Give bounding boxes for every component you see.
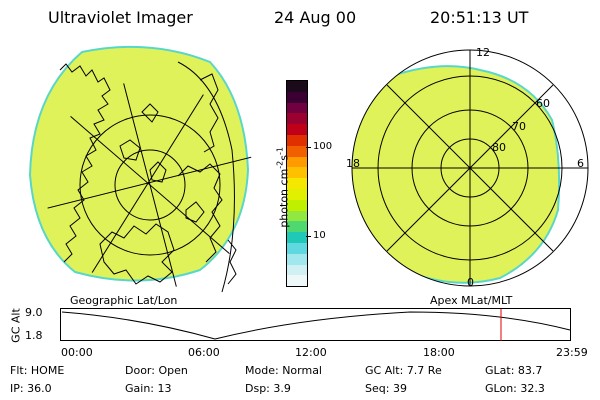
status-glat-value: 83.7 [517, 364, 543, 377]
status-gc-alt-value: 7.7 Re [406, 364, 442, 377]
time-tick-1800: 18:00 [423, 346, 455, 359]
status-glon-label: GLon: [485, 382, 517, 395]
status-dsp: Dsp: 3.9 [245, 382, 291, 395]
status-glat-label: GLat: [485, 364, 515, 377]
altitude-plot [60, 308, 571, 341]
status-seq: Seq: 39 [365, 382, 407, 395]
mlt-label-6: 6 [577, 157, 584, 170]
mlt-label-12: 12 [476, 46, 490, 59]
colorbar-tick-100 [306, 147, 311, 148]
colorbar-segment [287, 210, 307, 222]
mlat-label-70: 70 [512, 120, 526, 133]
status-gain-label: Gain: [125, 382, 154, 395]
altitude-curve [61, 311, 571, 340]
status-ip-label: IP: [10, 382, 24, 395]
status-mode-value: Normal [282, 364, 322, 377]
colorbar-segment [287, 134, 307, 146]
status-ip: IP: 36.0 [10, 382, 52, 395]
coastline-outlines [59, 63, 237, 285]
altitude-axis-label: GC Alt [9, 308, 23, 343]
altitude-tick-low: 1.8 [25, 329, 43, 342]
mlt-label-0: 0 [467, 276, 474, 289]
status-seq-label: Seq: [365, 382, 390, 395]
geographic-map [28, 45, 255, 293]
colorbar-segment [287, 91, 307, 103]
status-gain-value: 13 [157, 382, 172, 395]
status-dsp-label: Dsp: [245, 382, 270, 395]
status-gain: Gain: 13 [125, 382, 172, 395]
instrument-title: Ultraviolet Imager [48, 8, 193, 27]
time-tick-0600: 06:00 [188, 346, 220, 359]
geographic-grid [45, 80, 255, 290]
colorbar-units-mid: s [277, 154, 291, 161]
time-tick-1200: 12:00 [295, 346, 327, 359]
altitude-tick-high: 9.0 [25, 306, 43, 319]
colorbar-tick-10 [306, 236, 311, 237]
colorbar-segment [287, 167, 307, 179]
status-seq-value: 39 [392, 382, 407, 395]
colorbar-segment [287, 275, 307, 287]
status-ip-value: 36.0 [27, 382, 52, 395]
apex-grid [351, 49, 589, 287]
colorbar-units-base: photon cm [277, 168, 291, 228]
colorbar-segment [287, 145, 307, 157]
colorbar-label-10: 10 [313, 230, 326, 241]
status-glon-value: 32.3 [520, 382, 545, 395]
colorbar-segment [287, 253, 307, 265]
colorbar-segment [287, 199, 307, 211]
colorbar-segment [287, 221, 307, 233]
status-door-label: Door: [125, 364, 155, 377]
colorbar-segment [287, 232, 307, 243]
colorbar-units-exp2: -1 [275, 147, 285, 155]
status-flight-label: Flt: [10, 364, 28, 377]
status-dsp-value: 3.9 [273, 382, 291, 395]
colorbar-label-100: 100 [313, 141, 333, 152]
apex-caption: Apex MLat/MLT [430, 294, 513, 307]
status-gc-alt: GC Alt: 7.7 Re [365, 364, 442, 377]
colorbar-segment [287, 81, 307, 92]
date-label: 24 Aug 00 [274, 8, 357, 27]
mlat-label-60: 60 [536, 97, 550, 110]
status-door-value: Open [158, 364, 188, 377]
colorbar-segment [287, 264, 307, 276]
colorbar-segment [287, 156, 307, 168]
map-border [177, 61, 235, 293]
colorbar-units-exp1: -2 [275, 160, 285, 169]
altitude-plot-frame [60, 308, 571, 341]
colorbar-segment [287, 188, 307, 200]
mlat-label-80: 80 [492, 141, 506, 154]
apex-polar-plot [351, 49, 589, 287]
status-glon: GLon: 32.3 [485, 382, 545, 395]
time-label: 20:51:13 UT [430, 8, 529, 27]
status-mode-label: Mode: [245, 364, 279, 377]
colorbar-units: photon cm-2s-1 [276, 132, 291, 242]
geographic-caption: Geographic Lat/Lon [70, 294, 178, 307]
time-tick-2359: 23:59 [556, 346, 588, 359]
time-tick-0000: 00:00 [61, 346, 93, 359]
status-gc-alt-label: GC Alt: [365, 364, 404, 377]
status-flight-value: HOME [30, 364, 65, 377]
mlt-label-18: 18 [346, 157, 360, 170]
colorbar-segment [287, 113, 307, 125]
colorbar-segment [287, 102, 307, 114]
status-flight: Flt: HOME [10, 364, 64, 377]
intensity-colorbar [286, 80, 308, 287]
status-glat: GLat: 83.7 [485, 364, 542, 377]
colorbar-segment [287, 242, 307, 254]
colorbar-segment [287, 178, 307, 189]
status-mode: Mode: Normal [245, 364, 322, 377]
colorbar-segment [287, 124, 307, 135]
status-door: Door: Open [125, 364, 188, 377]
